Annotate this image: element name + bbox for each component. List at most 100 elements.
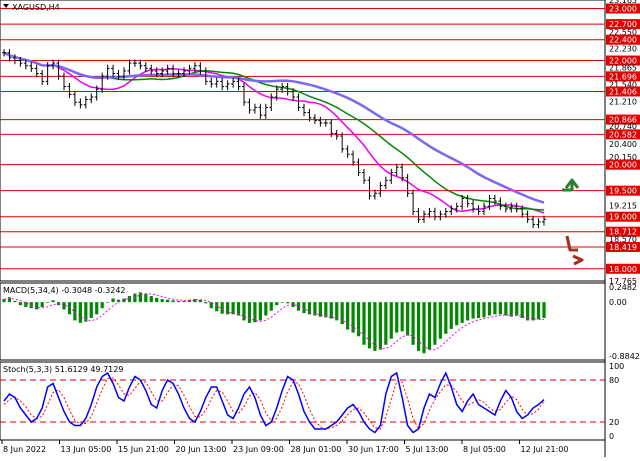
y-tick-label: 18.712 <box>609 228 637 237</box>
macd-bar <box>215 302 219 312</box>
macd-bar <box>73 302 77 321</box>
level-label-bg-20 <box>606 211 640 222</box>
stoch-d-line <box>3 377 545 430</box>
macd-bar <box>296 302 301 311</box>
stoch-y-tick-label: 20 <box>609 418 619 427</box>
macd-bar <box>335 302 339 321</box>
level-label-bg-6 <box>606 55 640 66</box>
x-tick-label: 20 Jun 13:00 <box>176 445 227 454</box>
y-tick-label: 21.696 <box>609 72 637 81</box>
macd-bar <box>144 293 148 303</box>
macd-bar <box>378 302 382 350</box>
level-label-bg-23 <box>606 241 640 252</box>
macd-bar <box>427 302 432 350</box>
trend-arrow-up-icon <box>562 178 580 192</box>
price-chart-title: XAGUSD,H4 <box>12 3 60 12</box>
macd-bar <box>100 302 104 309</box>
y-tick-label: 19.215 <box>609 202 637 211</box>
level-label-bg-12 <box>606 114 640 125</box>
macd-bar <box>422 302 426 354</box>
macd-bar <box>471 302 475 319</box>
ma-slow-line <box>3 51 545 204</box>
macd-bar <box>449 302 453 329</box>
macd-bar <box>307 302 312 315</box>
stoch-y-tick-label: 80 <box>609 376 619 385</box>
stoch-pane-frame <box>0 361 606 441</box>
macd-bar <box>520 302 524 318</box>
x-tick-label: 5 Jul 13:00 <box>406 445 449 454</box>
y-tick-label: 20.000 <box>609 161 637 170</box>
macd-bar <box>444 302 448 334</box>
macd-bar <box>400 302 404 332</box>
macd-y-tick-label: 0.00 <box>609 298 627 307</box>
macd-bar <box>13 300 17 303</box>
level-label-bg-24 <box>606 263 640 274</box>
macd-bar <box>78 302 82 323</box>
macd-bar <box>198 299 202 303</box>
stoch-y-tick-label: 0 <box>609 432 614 441</box>
macd-bar <box>389 302 393 339</box>
macd-bar <box>116 299 121 303</box>
x-tick-label: 12 Jul 21:00 <box>521 445 569 454</box>
y-tick-label: 23.000 <box>609 4 637 13</box>
macd-bar <box>187 299 192 303</box>
y-tick-label: 18.570 <box>609 235 637 244</box>
y-tick-label: 20.866 <box>609 116 637 125</box>
y-tick-label: 22.000 <box>609 57 637 66</box>
macd-bar <box>84 302 88 322</box>
macd-bar <box>127 296 132 303</box>
macd-y-tick-label: 0.2482 <box>609 283 637 292</box>
macd-bar <box>433 302 437 345</box>
macd-bar <box>384 302 388 345</box>
dropdown-triangle-icon <box>3 4 9 8</box>
macd-pane-frame <box>0 282 606 361</box>
macd-bar <box>220 302 224 314</box>
macd-bar <box>40 302 44 307</box>
macd-bar <box>416 302 421 351</box>
macd-bar <box>476 302 481 318</box>
macd-bar <box>2 299 6 303</box>
macd-bar <box>346 302 350 330</box>
macd-bar <box>487 302 492 316</box>
macd-bar <box>62 302 66 310</box>
macd-bar <box>367 302 372 349</box>
macd-bar <box>280 302 284 303</box>
macd-bar <box>438 302 442 339</box>
macd-bar <box>406 302 410 336</box>
y-tick-label: 23.163 <box>609 0 637 5</box>
macd-bar <box>329 302 333 319</box>
level-label-bg-10 <box>606 86 640 97</box>
macd-bar <box>106 302 110 303</box>
y-tick-label: 19.500 <box>609 187 637 196</box>
macd-bar <box>411 302 415 345</box>
x-tick-label: 30 Jun 17:00 <box>348 445 399 454</box>
macd-bar <box>160 299 164 303</box>
macd-bar <box>95 302 99 315</box>
level-label-bg-2 <box>606 19 640 30</box>
x-tick-label: 8 Jun 2022 <box>3 445 46 454</box>
macd-bar <box>89 302 93 318</box>
y-tick-label: 22.550 <box>609 28 637 37</box>
macd-bar <box>18 302 22 306</box>
macd-bar <box>149 296 153 303</box>
macd-bar <box>258 302 262 321</box>
macd-bar <box>269 302 273 311</box>
macd-bar <box>498 302 502 315</box>
y-tick-label: 18.000 <box>609 265 637 274</box>
level-label-bg-14 <box>606 129 640 140</box>
macd-bar <box>133 293 137 303</box>
macd-bar <box>373 302 377 351</box>
macd-bar <box>204 302 208 304</box>
x-tick-label: 23 Jun 09:00 <box>233 445 284 454</box>
y-tick-label: 21.865 <box>609 64 637 73</box>
level-label-bg-4 <box>606 34 640 45</box>
macd-bar <box>242 302 246 321</box>
trend-arrow-down-icon <box>565 235 584 266</box>
x-tick-label: 8 Jul 05:00 <box>463 445 506 454</box>
macd-y-tick-label: -0.8842 <box>609 352 640 361</box>
macd-bar <box>166 299 170 303</box>
macd-bar <box>515 302 519 316</box>
macd-bar <box>455 302 459 326</box>
macd-bar <box>493 302 497 315</box>
